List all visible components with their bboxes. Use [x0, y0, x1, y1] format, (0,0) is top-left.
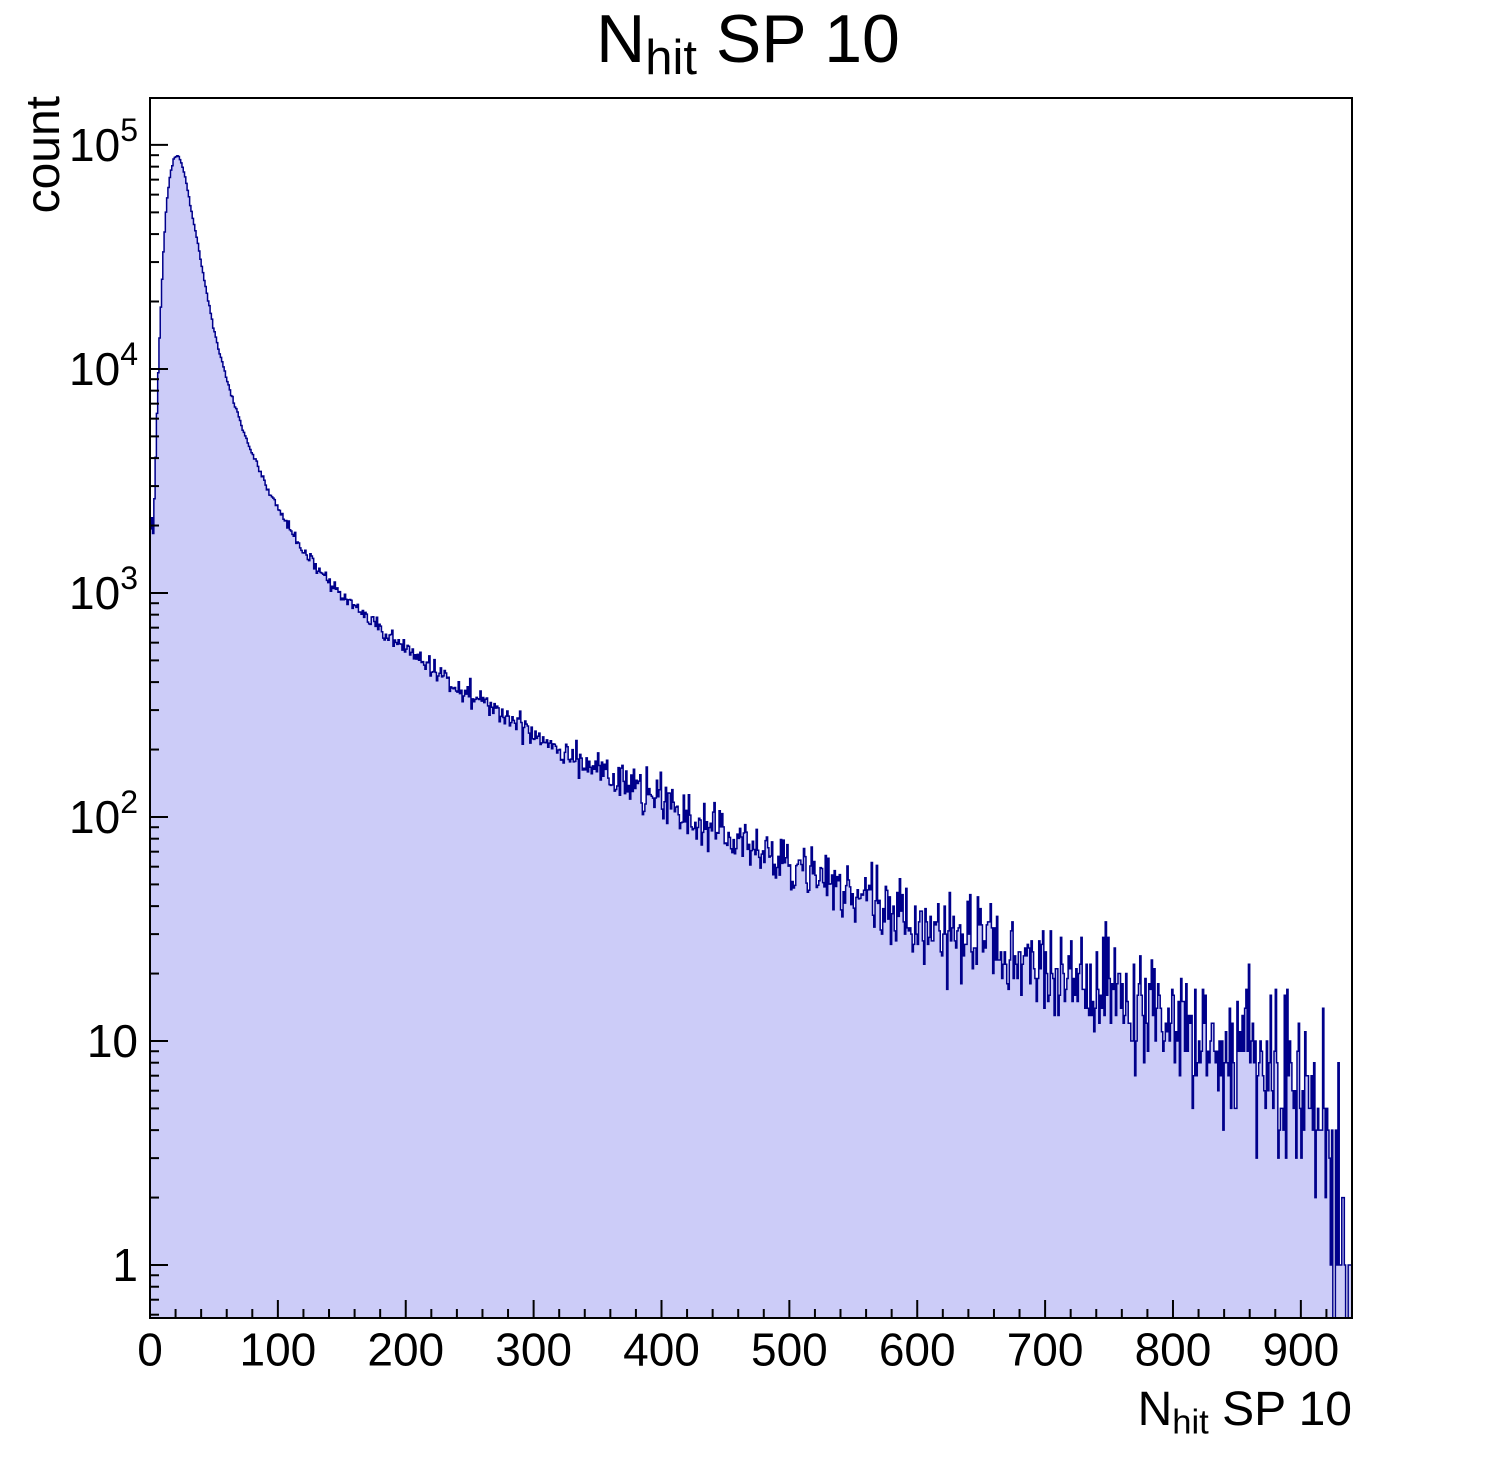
chart-title-subscript: hit	[645, 31, 697, 86]
x-axis-title: Nhit SP 10	[1138, 1382, 1352, 1443]
chart-title-suffix: SP 10	[696, 1, 900, 77]
plot-frame	[149, 97, 1353, 1319]
x-tick-label: 700	[1007, 1324, 1084, 1376]
y-axis-title: count	[17, 96, 70, 214]
x-tick-label: 500	[751, 1324, 828, 1376]
x-tick-label: 600	[879, 1324, 956, 1376]
y-tick-label: 102	[69, 784, 138, 843]
histogram-area	[149, 155, 1353, 1319]
y-tick-label: 103	[69, 560, 138, 619]
x-tick-label: 200	[367, 1324, 444, 1376]
x-tick-label: 800	[1135, 1324, 1212, 1376]
y-tick-label: 1	[112, 1239, 138, 1291]
x-axis-title-main: N	[1137, 1383, 1173, 1436]
x-tick-label: 0	[137, 1324, 163, 1376]
x-tick-label: 900	[1262, 1324, 1339, 1376]
x-axis-title-subscript: hit	[1172, 1403, 1209, 1442]
y-tick-label: 10	[87, 1015, 138, 1067]
x-tick-label: 300	[495, 1324, 572, 1376]
y-tick-label: 105	[69, 112, 138, 171]
chart-title-main: N	[596, 1, 646, 77]
x-tick-label: 100	[239, 1324, 316, 1376]
chart-title: Nhit SP 10	[0, 2, 1496, 86]
x-axis-title-suffix: SP 10	[1208, 1383, 1352, 1436]
y-tick-label: 104	[69, 336, 138, 395]
x-tick-label: 400	[623, 1324, 700, 1376]
